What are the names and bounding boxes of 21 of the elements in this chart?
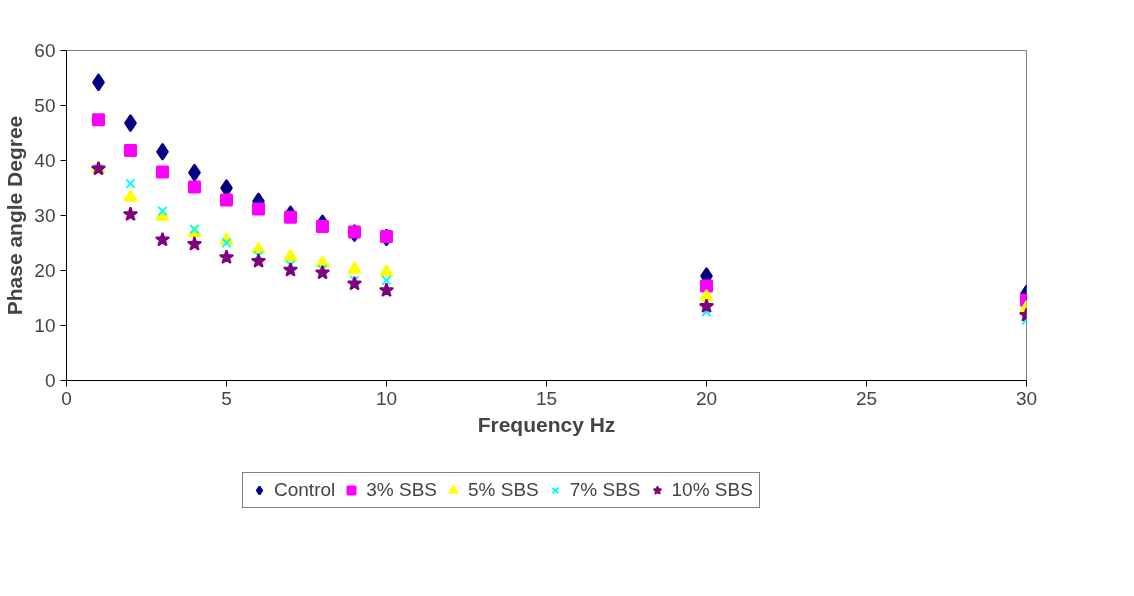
legend-label: 7% SBS — [569, 479, 641, 501]
x-tick-label: 30 — [1015, 387, 1038, 409]
y-tick-label: 30 — [34, 205, 56, 226]
legend-label: 5% SBS — [468, 479, 539, 501]
legend-label: 10% SBS — [671, 479, 753, 501]
x-tick-label: 10 — [375, 387, 398, 409]
x-tick-label: 25 — [855, 387, 878, 409]
x-tick-label: 5 — [221, 387, 232, 409]
y-tick-label: 20 — [34, 260, 56, 281]
x-tick-label: 15 — [535, 387, 558, 409]
x-tick-label: 20 — [695, 387, 718, 409]
legend-label: Control — [274, 479, 336, 501]
x-axis-title: Frequency Hz — [477, 412, 616, 436]
y-tick-label: 0 — [44, 370, 56, 391]
y-tick-label: 40 — [34, 150, 56, 171]
legend-label: 3% SBS — [366, 479, 438, 501]
y-tick-label: 10 — [34, 315, 56, 336]
y-tick-label: 50 — [34, 95, 56, 116]
x-tick-label: 0 — [61, 387, 72, 409]
y-tick-label: 60 — [34, 40, 56, 61]
y-axis-title: Phase angle Degree — [3, 115, 27, 316]
